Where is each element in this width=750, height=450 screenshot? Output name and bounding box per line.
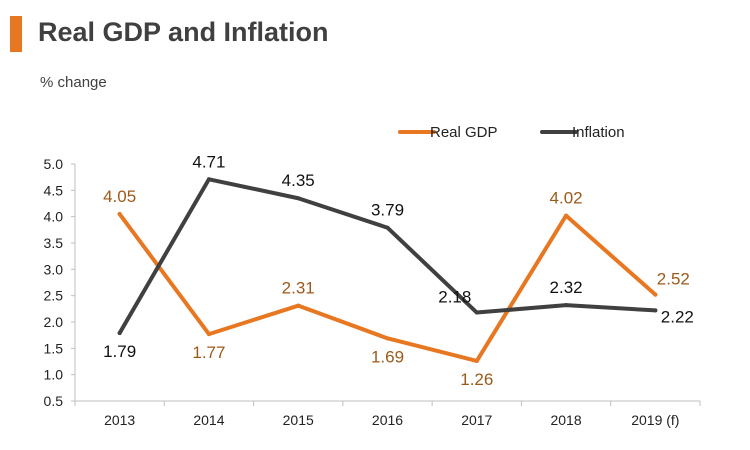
data-label: 2.31 [282, 279, 315, 298]
chart-series [117, 177, 658, 363]
x-tick-label: 2018 [550, 412, 581, 428]
chart-subtitle: % change [40, 74, 107, 91]
x-tick-label: 2015 [283, 412, 314, 428]
y-tick-label: 3.5 [44, 235, 64, 251]
y-tick-label: 1.5 [44, 340, 64, 356]
y-tick-label: 1.0 [44, 367, 64, 383]
x-tick-label: 2016 [372, 412, 403, 428]
data-label: 4.02 [550, 189, 583, 208]
x-tick-label: 2017 [461, 412, 492, 428]
data-label: 2.52 [657, 270, 690, 289]
data-point [385, 336, 390, 341]
title-accent-bar [10, 16, 22, 52]
data-label: 4.35 [282, 171, 315, 190]
y-tick-label: 5.0 [44, 156, 64, 172]
data-label: 2.18 [438, 288, 471, 307]
data-label: 1.77 [192, 343, 225, 362]
chart-data-labels: 4.05 1.77 2.31 1.69 1.26 4.02 2.52 1.79 4.71 4.35… [103, 152, 694, 389]
data-point [653, 292, 658, 297]
data-label: 2.22 [661, 307, 694, 326]
chart-title: Real GDP and Inflation [38, 17, 329, 47]
data-point [117, 331, 122, 336]
data-point [296, 303, 301, 308]
legend-label: Inflation [572, 124, 625, 141]
data-point [474, 358, 479, 363]
data-point [564, 213, 569, 218]
x-tick-label: 2013 [104, 412, 135, 428]
data-point [653, 308, 658, 313]
chart-axes: 0.5 1.0 1.5 2.0 2.5 3.0 3.5 4.0 4.5 5.0 2013 2014 20… [44, 156, 701, 428]
data-label: 1.79 [103, 342, 136, 361]
data-point [564, 303, 569, 308]
data-point [206, 177, 211, 182]
data-point [385, 225, 390, 230]
y-tick-label: 4.5 [44, 182, 64, 198]
y-tick-label: 4.0 [44, 209, 64, 225]
data-label: 1.69 [371, 347, 404, 366]
data-point [474, 310, 479, 315]
data-point [206, 332, 211, 337]
legend-label: Real GDP [430, 124, 498, 141]
x-tick-label: 2014 [193, 412, 224, 428]
data-label: 2.32 [550, 278, 583, 297]
chart-legend: Real GDP Inflation [398, 124, 625, 141]
data-label: 1.26 [460, 370, 493, 389]
data-point [117, 212, 122, 217]
y-tick-label: 3.0 [44, 261, 64, 277]
y-tick-label: 0.5 [44, 393, 64, 409]
x-tick-label: 2019 (f) [631, 412, 679, 428]
data-label: 4.05 [103, 187, 136, 206]
data-label: 3.79 [371, 201, 404, 220]
data-point [296, 196, 301, 201]
y-tick-label: 2.0 [44, 314, 64, 330]
y-tick-label: 2.5 [44, 288, 64, 304]
data-label: 4.71 [192, 152, 225, 171]
